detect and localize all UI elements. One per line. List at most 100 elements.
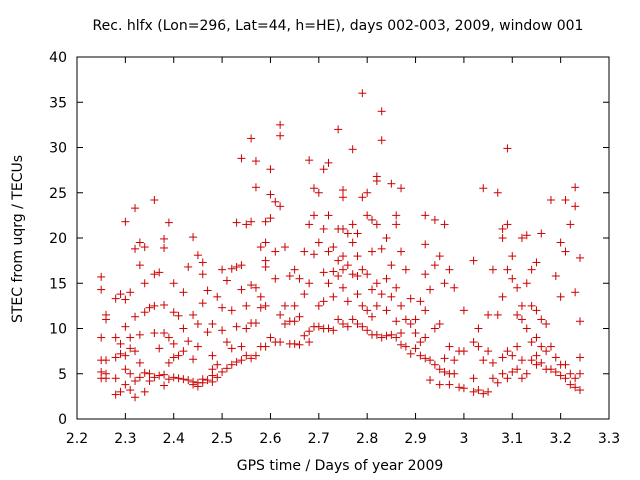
data-point [227,264,236,273]
data-point [261,301,270,310]
data-point [155,268,164,277]
data-point [140,279,149,288]
data-point [256,292,265,301]
data-point [377,244,386,253]
data-point [131,244,140,253]
data-point [503,220,512,229]
data-point [145,369,154,378]
data-point [140,243,149,252]
data-point [474,342,483,351]
data-point [435,252,444,261]
data-point [150,195,159,204]
data-point [503,374,512,383]
x-tick-label: 3.1 [501,431,523,447]
data-point [121,365,130,374]
data-point [222,338,231,347]
data-point [247,354,256,363]
data-point [561,374,570,383]
data-point [314,188,323,197]
data-point [208,319,217,328]
data-point [440,354,449,363]
data-point [450,369,459,378]
data-point [368,312,377,321]
data-point [561,247,570,256]
data-point [227,360,236,369]
data-point [372,301,381,310]
data-point [121,295,130,304]
data-point [397,340,406,349]
data-point [140,387,149,396]
data-point [575,369,584,378]
data-point [339,193,347,202]
x-tick-label: 2.9 [404,431,426,447]
data-point [551,367,560,376]
data-point [218,265,227,274]
data-point [203,328,212,337]
data-point [382,274,391,283]
data-point [309,211,318,220]
data-point [339,224,347,233]
data-point [382,331,391,340]
data-point [358,89,367,98]
data-point [503,347,512,356]
data-point [324,247,333,256]
data-point [430,324,439,333]
data-point [324,324,333,333]
data-point [174,351,183,360]
data-point [556,238,565,247]
data-point [450,283,459,292]
data-point [218,367,227,376]
data-point [498,353,507,362]
data-point [532,258,541,267]
data-point [164,333,173,342]
data-point [517,374,526,383]
data-point [363,188,372,197]
data-point [314,301,323,310]
x-tick-label: 2.5 [211,431,233,447]
data-point [561,195,570,204]
data-point [348,315,357,324]
data-point [551,272,560,281]
data-point [116,349,125,358]
y-tick-label: 15 [49,276,67,292]
data-point [237,356,246,365]
data-point [339,252,347,261]
data-point [387,330,396,339]
data-point [160,243,169,252]
data-point [203,376,212,385]
data-point [377,136,386,145]
data-point [353,272,362,281]
data-point [227,344,236,353]
data-point [160,234,169,243]
x-tick-label: 2.2 [66,431,88,447]
data-point [232,218,241,227]
data-point [140,308,149,317]
data-point [445,380,454,389]
data-point [363,326,372,335]
data-point [445,265,454,274]
y-tick-label: 0 [58,412,67,428]
data-point [189,310,198,319]
data-point [542,319,551,328]
data-point [571,288,580,297]
data-point [251,319,260,328]
data-point [102,374,111,383]
data-point [169,339,178,348]
data-point [546,342,555,351]
data-point [532,306,541,315]
data-point [319,165,328,174]
data-point [334,315,343,324]
data-point [571,374,580,383]
data-point [174,311,183,320]
data-point [372,176,381,185]
y-axis-label: STEC from uqrg / TECUs [10,155,26,323]
data-point [276,338,285,347]
data-point [213,360,222,369]
data-point [498,292,507,301]
data-point [363,306,372,315]
data-point [135,238,144,247]
data-point [498,224,507,233]
data-point [247,217,256,226]
data-point [193,342,202,351]
data-point [537,342,546,351]
